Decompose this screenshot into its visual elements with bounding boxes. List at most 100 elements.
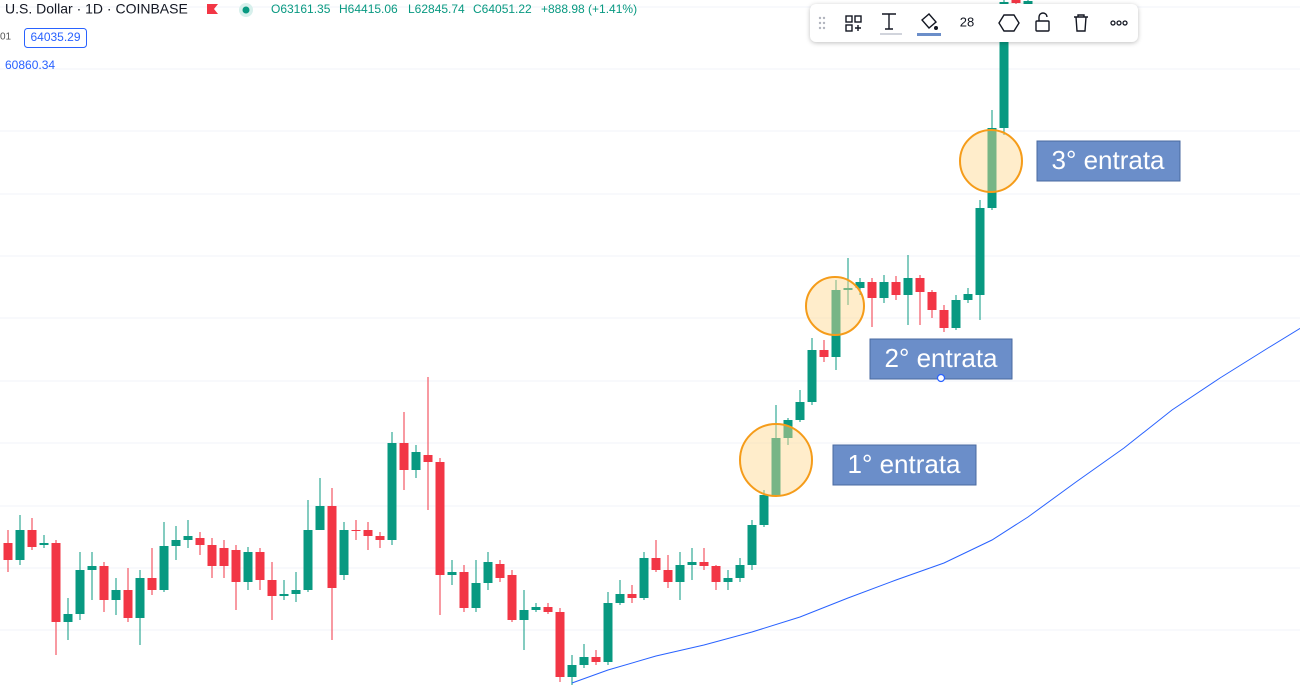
- candle-body: [603, 603, 613, 662]
- drag-handle[interactable]: [818, 16, 826, 30]
- candle-body: [927, 292, 937, 310]
- toolbar-icons: 28: [818, 12, 1128, 36]
- ohlc-open: O63161.35: [271, 2, 331, 16]
- candle-body: [483, 562, 493, 583]
- candle-body: [795, 402, 805, 420]
- candle-body: [699, 562, 709, 566]
- label-box[interactable]: [869, 338, 1013, 380]
- settings-button[interactable]: [998, 14, 1020, 32]
- candle-body: [87, 566, 97, 570]
- candle-body: [51, 543, 61, 622]
- candle-body: [999, 2, 1009, 128]
- label-box[interactable]: [1036, 140, 1181, 182]
- candle-body: [663, 570, 673, 582]
- candle-body: [423, 455, 433, 462]
- candle-body: [783, 420, 793, 438]
- candle-body: [507, 575, 517, 620]
- symbol-title: U.S. Dollar · 1D · COINBASE: [5, 1, 188, 17]
- flag-icon[interactable]: [207, 4, 218, 14]
- annotations: 1° entrata 2° entrata 3° entrata: [739, 129, 1181, 497]
- candle-body: [39, 543, 49, 545]
- candle-body: [3, 543, 13, 560]
- candle-body: [627, 594, 637, 598]
- delete-button[interactable]: [1074, 14, 1088, 32]
- candle-body: [903, 278, 913, 295]
- candle-body: [879, 282, 889, 298]
- candle-body: [99, 566, 109, 600]
- candle-body: [531, 607, 541, 610]
- drawing-toolbar: 28: [810, 4, 1138, 42]
- highlight-circle[interactable]: [739, 423, 813, 497]
- candle-body: [231, 550, 241, 582]
- moving-average: [571, 327, 1300, 684]
- more-button[interactable]: [1110, 20, 1128, 26]
- candle-body: [111, 590, 121, 600]
- ma-value: 60860.34: [5, 58, 55, 72]
- candle-body: [363, 530, 373, 536]
- highlight-circle[interactable]: [959, 129, 1023, 193]
- candle-body: [939, 310, 949, 328]
- cut-label: 01: [0, 32, 12, 43]
- lock-button[interactable]: [1035, 12, 1050, 32]
- candle-body: [1011, 0, 1021, 3]
- candle-body: [495, 564, 505, 578]
- candle-body: [639, 558, 649, 598]
- candle-body: [867, 282, 877, 298]
- candle-body: [807, 350, 817, 402]
- candle-body: [219, 548, 229, 566]
- candle-body: [447, 572, 457, 575]
- ohlc-change: +888.98 (+1.41%): [541, 2, 637, 16]
- candle-body: [375, 536, 385, 540]
- template-button[interactable]: [845, 15, 862, 32]
- candle-body: [747, 525, 757, 565]
- candle-body: [651, 558, 661, 570]
- candle-body: [63, 614, 73, 622]
- candle-body: [711, 566, 721, 582]
- grid: [0, 6, 1300, 631]
- candle-body: [255, 552, 265, 580]
- candle-body: [195, 538, 205, 545]
- text-color-button[interactable]: [880, 13, 902, 35]
- candle-body: [579, 657, 589, 665]
- candle-body: [471, 583, 481, 608]
- candle-body: [339, 530, 349, 575]
- candle-body: [399, 443, 409, 470]
- annotation-label[interactable]: 3° entrata: [1051, 145, 1165, 175]
- candle-body: [963, 294, 973, 300]
- candle-body: [687, 562, 697, 565]
- candle-body: [555, 612, 565, 677]
- ohlc-low: L62845.74: [408, 2, 465, 16]
- font-size-button[interactable]: 28: [960, 14, 974, 29]
- candle-body: [855, 282, 865, 288]
- candle-body: [351, 530, 361, 531]
- candle-body: [387, 443, 397, 540]
- candle-body: [987, 128, 997, 208]
- candle-body: [267, 580, 277, 596]
- candle-body: [567, 665, 577, 677]
- candle-body: [1023, 1, 1033, 4]
- candle-body: [675, 565, 685, 582]
- candle-body: [291, 590, 301, 594]
- annotation-label[interactable]: 1° entrata: [847, 449, 961, 479]
- handle[interactable]: [936, 373, 946, 383]
- candle-body: [147, 578, 157, 590]
- fill-color-button[interactable]: [917, 13, 941, 36]
- candle-body: [27, 530, 37, 547]
- highlight-circle[interactable]: [805, 276, 865, 336]
- candle-body: [723, 578, 733, 582]
- candle-body: [327, 506, 337, 588]
- candle-body: [75, 570, 85, 614]
- candle-body: [459, 572, 469, 608]
- label-box[interactable]: [832, 444, 977, 486]
- candle-body: [771, 438, 781, 495]
- candle-body: [831, 290, 841, 357]
- candle-body: [171, 540, 181, 546]
- legend: U.S. Dollar · 1D · COINBASE O63161.35 H6…: [0, 1, 637, 72]
- candle-body: [591, 657, 601, 662]
- status-dot: [242, 6, 250, 14]
- ohlc-high: H64415.06: [339, 2, 398, 16]
- annotation-label[interactable]: 2° entrata: [884, 343, 998, 373]
- candle-body: [279, 594, 289, 596]
